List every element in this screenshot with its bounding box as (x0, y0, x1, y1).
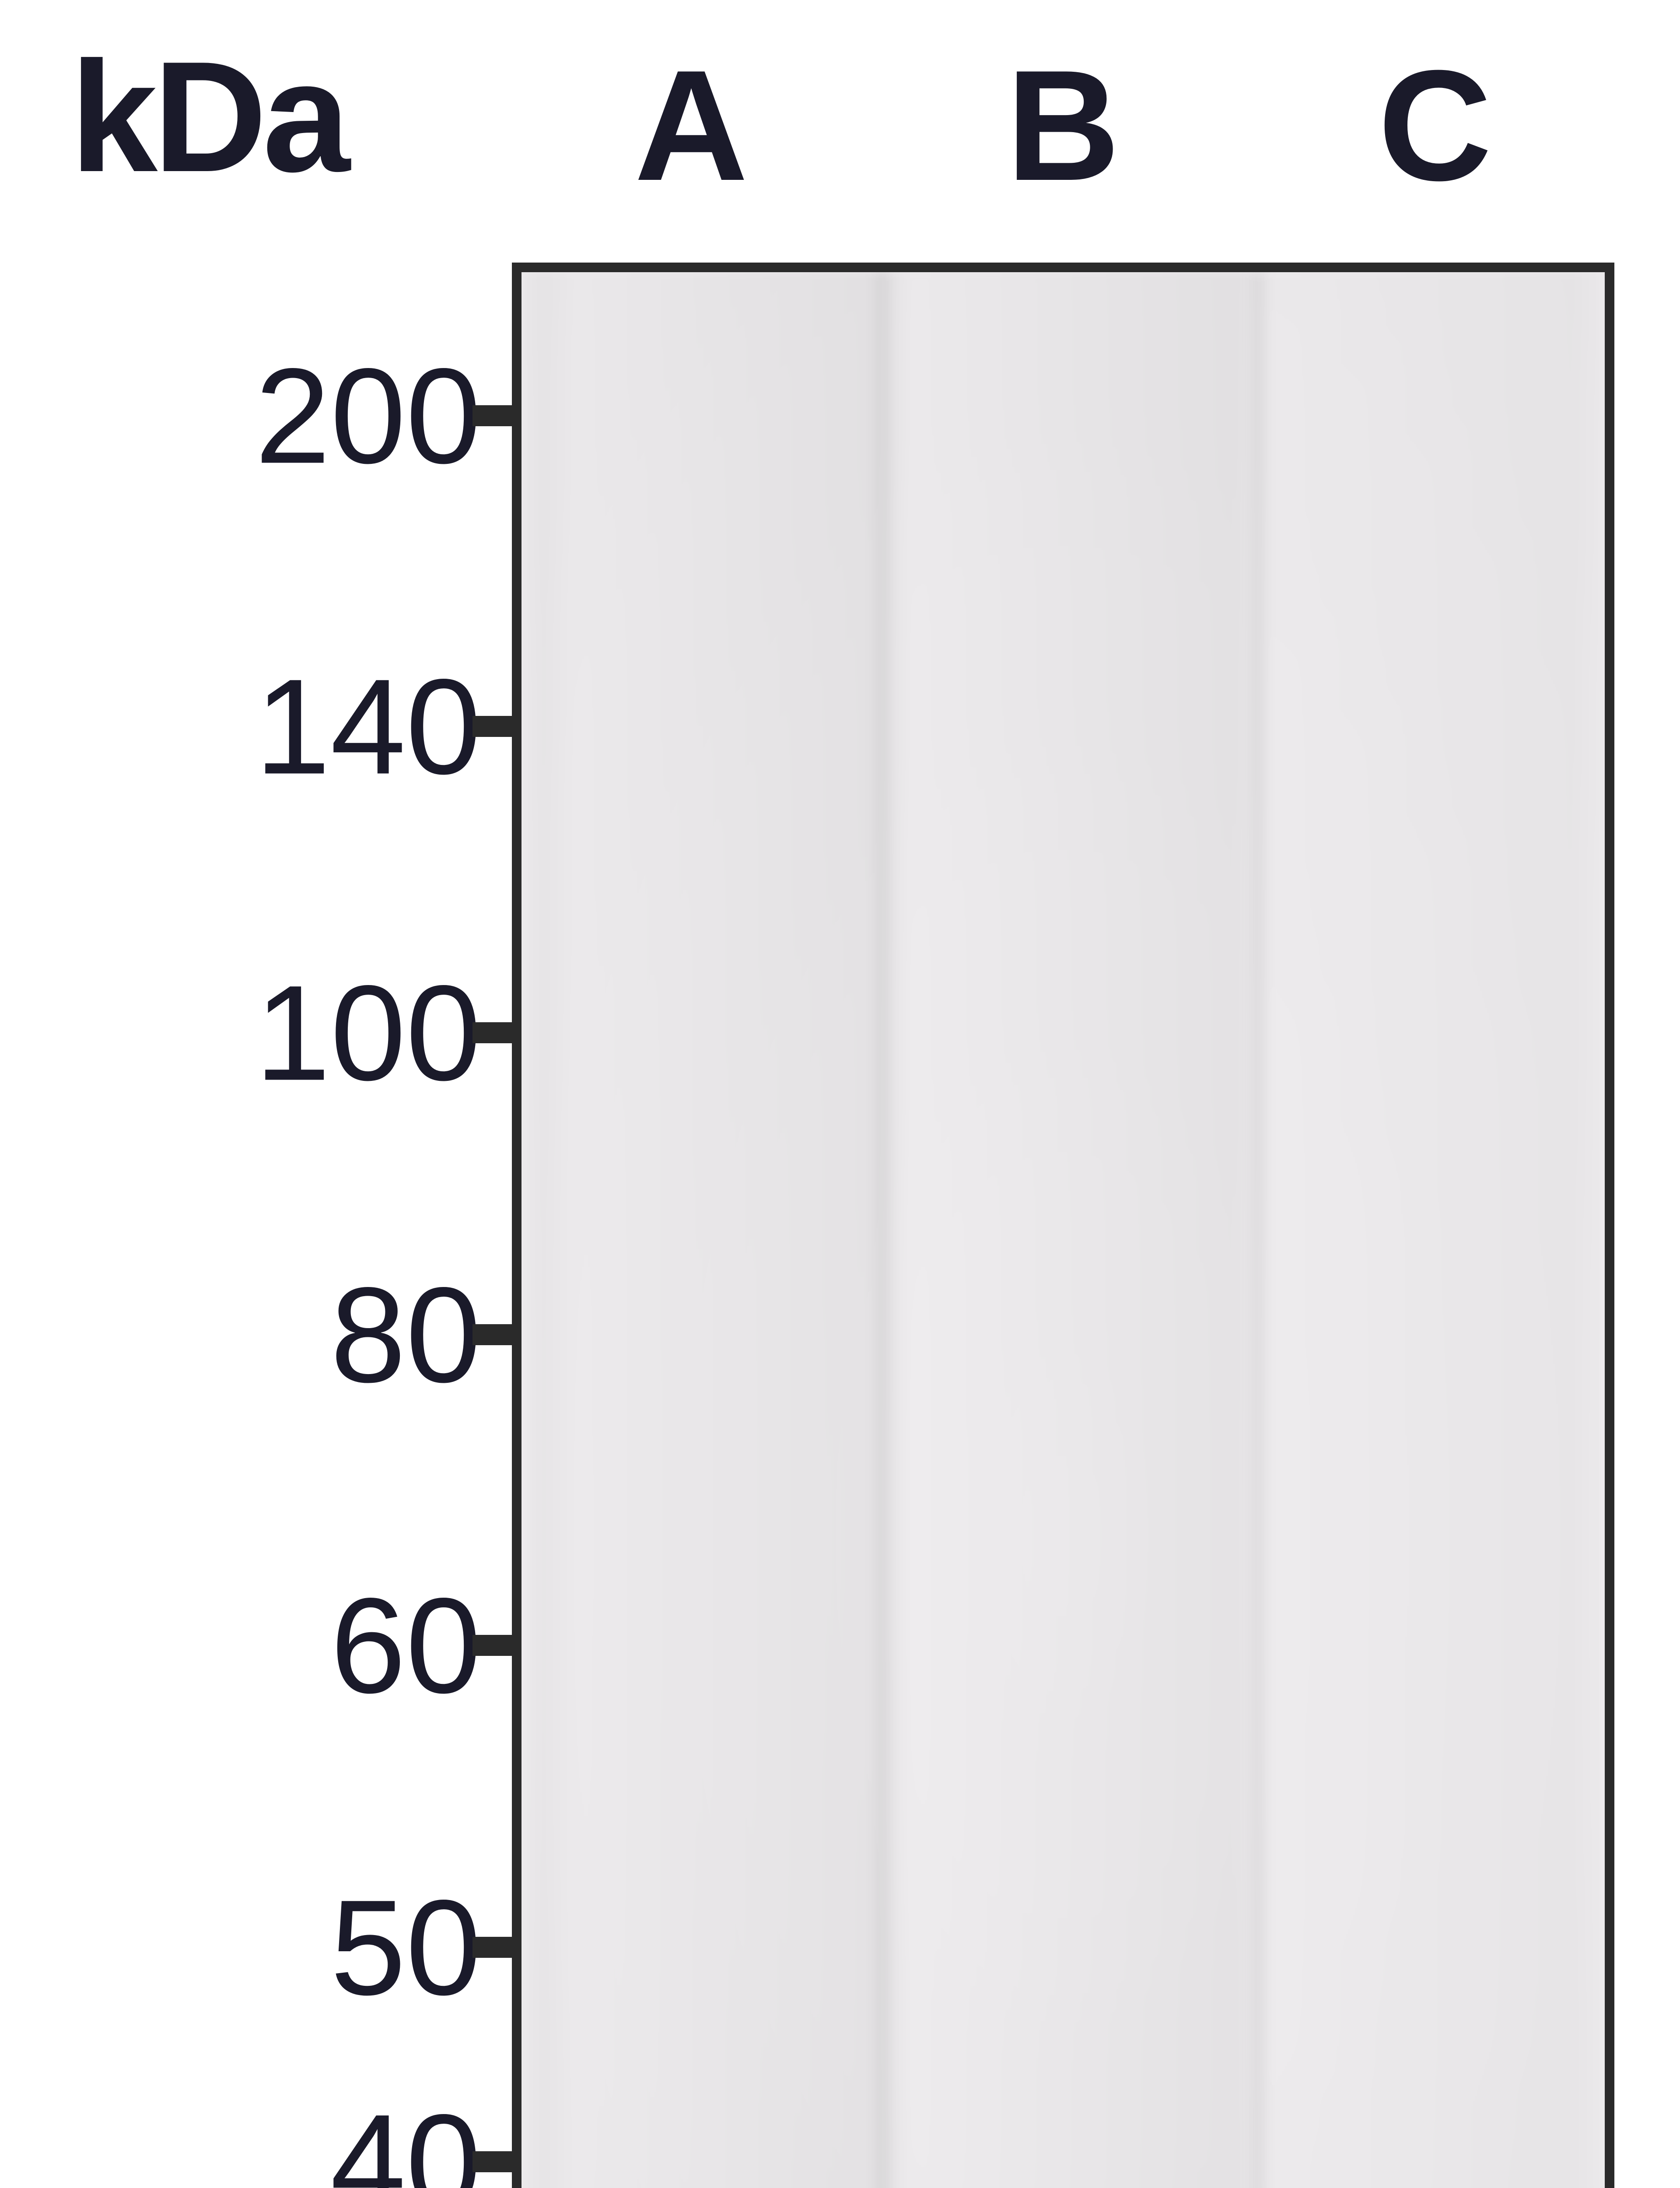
lane-divider-bc (1252, 272, 1265, 2188)
lane-label-c: C (1378, 35, 1492, 216)
marker-tick-80 (472, 1324, 512, 1345)
y-axis-unit-label: kDa (70, 26, 346, 207)
marker-label-200: 200 (255, 338, 481, 494)
marker-tick-200 (472, 405, 512, 426)
marker-tick-140 (472, 716, 512, 737)
lane-label-b: B (1006, 35, 1120, 216)
marker-tick-60 (472, 1635, 512, 1656)
marker-label-60: 60 (330, 1567, 481, 1724)
lane-divider-ab (876, 272, 889, 2188)
blot-membrane-frame (512, 263, 1614, 2188)
westernblot-figure: kDa A B C 200 140 100 80 60 50 40 30 20 (0, 0, 1680, 2188)
marker-label-100: 100 (255, 955, 481, 1111)
marker-label-40: 40 (330, 2084, 481, 2188)
marker-tick-50 (472, 1937, 512, 1958)
marker-label-80: 80 (330, 1257, 481, 1413)
marker-label-140: 140 (255, 649, 481, 805)
marker-tick-100 (472, 1022, 512, 1043)
marker-label-50: 50 (330, 1869, 481, 2026)
lane-label-a: A (634, 35, 748, 216)
marker-tick-40 (472, 2151, 512, 2172)
blot-membrane-bg (522, 272, 1605, 2188)
